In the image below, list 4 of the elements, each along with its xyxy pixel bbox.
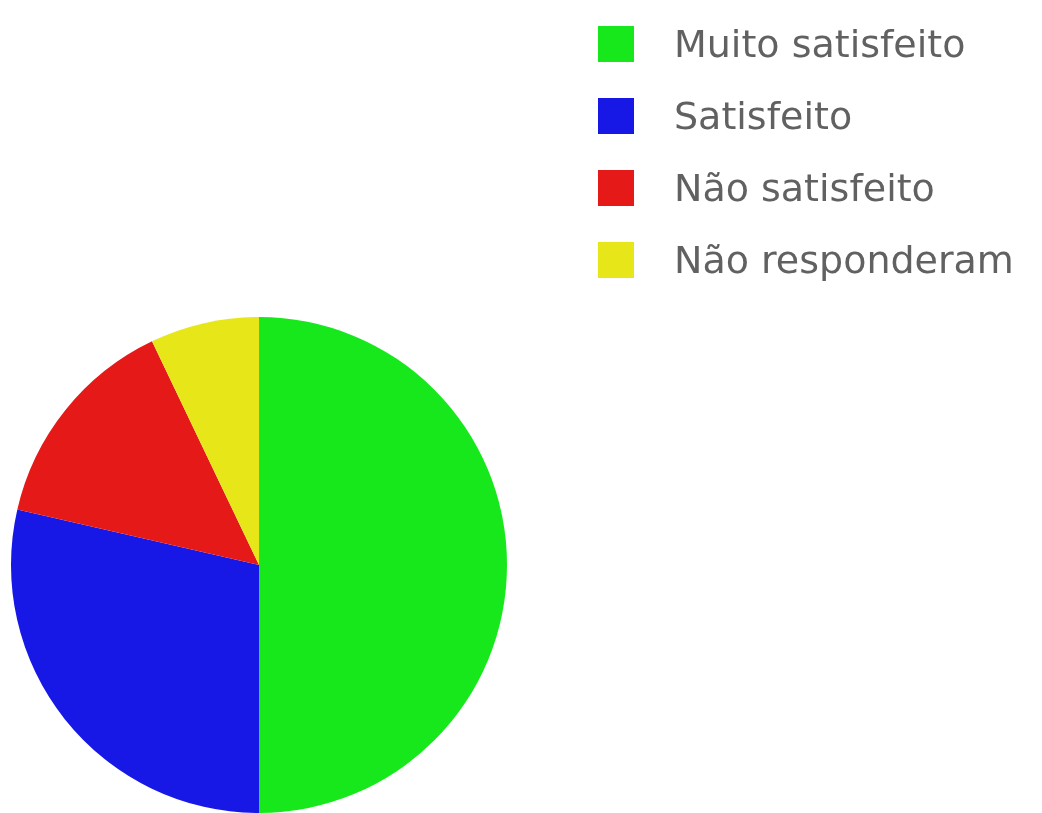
legend-label: Muito satisfeito xyxy=(674,22,966,66)
legend-label: Satisfeito xyxy=(674,94,853,138)
legend-label: Não responderam xyxy=(674,238,1014,282)
legend-label: Não satisfeito xyxy=(674,166,935,210)
